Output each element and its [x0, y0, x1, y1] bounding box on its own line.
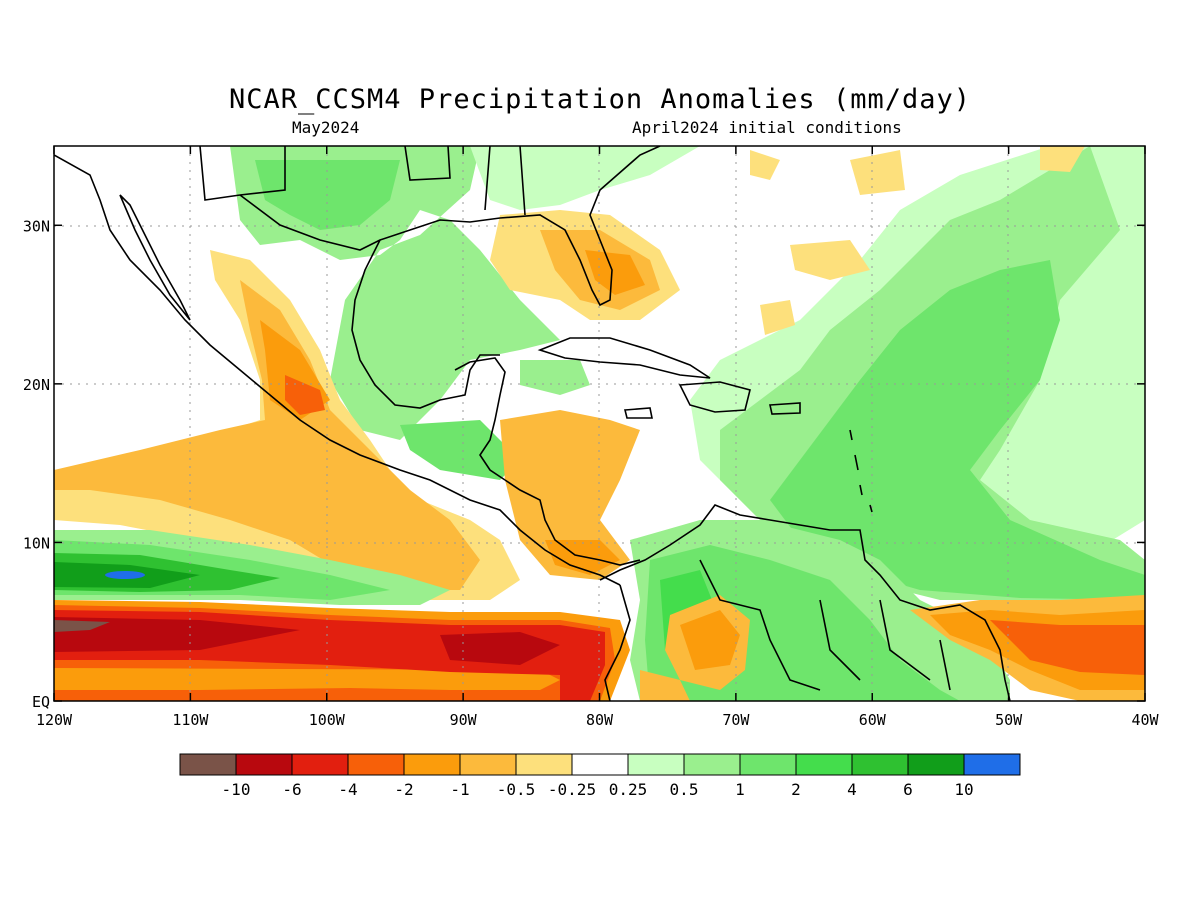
anomaly-field: [54, 146, 1145, 701]
lon-tick-label: 80W: [586, 711, 614, 729]
legend-label: -0.25: [548, 780, 596, 799]
forecast-month: May2024: [292, 118, 360, 137]
legend-label: 2: [791, 780, 801, 799]
legend-swatch: [739, 753, 797, 776]
lon-tick-label: 50W: [995, 711, 1023, 729]
color-legend: -10 -6 -4 -2 -1 -0.5 -0.25 0.25 0.5 1 2 4 6 10: [179, 753, 1021, 799]
legend-swatch: [347, 753, 405, 776]
lon-tick-label: 110W: [172, 711, 209, 729]
legend-label: 0.5: [670, 780, 699, 799]
latitude-axis: EQ 10N 20N 30N: [23, 217, 1145, 711]
legend-label: -4: [338, 780, 357, 799]
lon-tick-label: 100W: [309, 711, 346, 729]
lat-tick-label: EQ: [32, 693, 50, 711]
legend-swatch: [963, 753, 1021, 776]
lat-tick-label: 30N: [23, 217, 50, 235]
lon-tick-label: 120W: [36, 711, 73, 729]
lon-tick-label: 90W: [450, 711, 478, 729]
lat-tick-label: 10N: [23, 534, 50, 552]
coastlines: [54, 146, 1011, 701]
gridlines: [54, 146, 1145, 701]
legend-swatch: [403, 753, 461, 776]
lat-tick-label: 20N: [23, 376, 50, 394]
legend-swatch: [627, 753, 685, 776]
legend-swatch: [683, 753, 741, 776]
legend-swatch: [795, 753, 853, 776]
legend-label: 10: [954, 780, 973, 799]
legend-label: -1: [450, 780, 469, 799]
legend-label: -0.5: [497, 780, 536, 799]
legend-swatch: [179, 753, 237, 776]
legend-swatch: [907, 753, 965, 776]
longitude-axis: 120W 110W 100W 90W 80W 70W 60W 50W 40W: [36, 146, 1160, 729]
legend-swatch: [235, 753, 293, 776]
legend-swatch: [515, 753, 573, 776]
legend-label: -2: [394, 780, 413, 799]
legend-label: 1: [735, 780, 745, 799]
legend-label: 6: [903, 780, 913, 799]
legend-swatch: [459, 753, 517, 776]
legend-label: 0.25: [609, 780, 648, 799]
legend-swatch: [571, 753, 629, 776]
lon-tick-label: 40W: [1131, 711, 1159, 729]
legend-swatch: [291, 753, 349, 776]
lon-tick-label: 60W: [859, 711, 887, 729]
legend-swatch: [851, 753, 909, 776]
chart-title: NCAR_CCSM4 Precipitation Anomalies (mm/d…: [229, 84, 971, 115]
legend-label: -6: [282, 780, 301, 799]
initial-conditions: April2024 initial conditions: [632, 118, 902, 137]
legend-label: 4: [847, 780, 857, 799]
lon-tick-label: 70W: [722, 711, 750, 729]
legend-label: -10: [222, 780, 251, 799]
